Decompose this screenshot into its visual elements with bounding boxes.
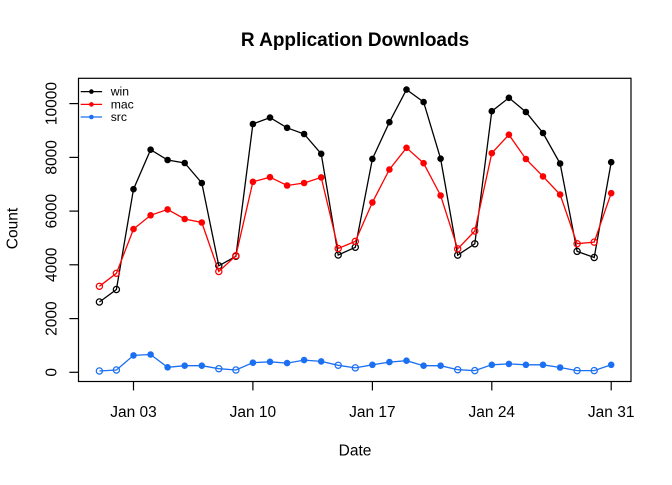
svg-text:6000: 6000 (44, 193, 61, 228)
svg-text:10000: 10000 (44, 82, 61, 125)
svg-text:win: win (110, 85, 129, 99)
svg-text:src: src (111, 110, 127, 124)
svg-text:R Application Downloads: R Application Downloads (241, 30, 469, 51)
svg-text:8000: 8000 (44, 140, 61, 175)
svg-text:Jan 31: Jan 31 (588, 404, 635, 421)
svg-text:2000: 2000 (44, 301, 61, 336)
svg-text:Jan 10: Jan 10 (230, 404, 277, 421)
svg-text:Count: Count (5, 207, 22, 249)
svg-text:Date: Date (339, 442, 372, 459)
svg-text:mac: mac (111, 97, 134, 111)
svg-text:Jan 03: Jan 03 (110, 404, 157, 421)
svg-text:Jan 24: Jan 24 (469, 404, 516, 421)
svg-text:0: 0 (44, 368, 61, 377)
svg-text:Jan 17: Jan 17 (349, 404, 396, 421)
svg-text:4000: 4000 (44, 247, 61, 282)
